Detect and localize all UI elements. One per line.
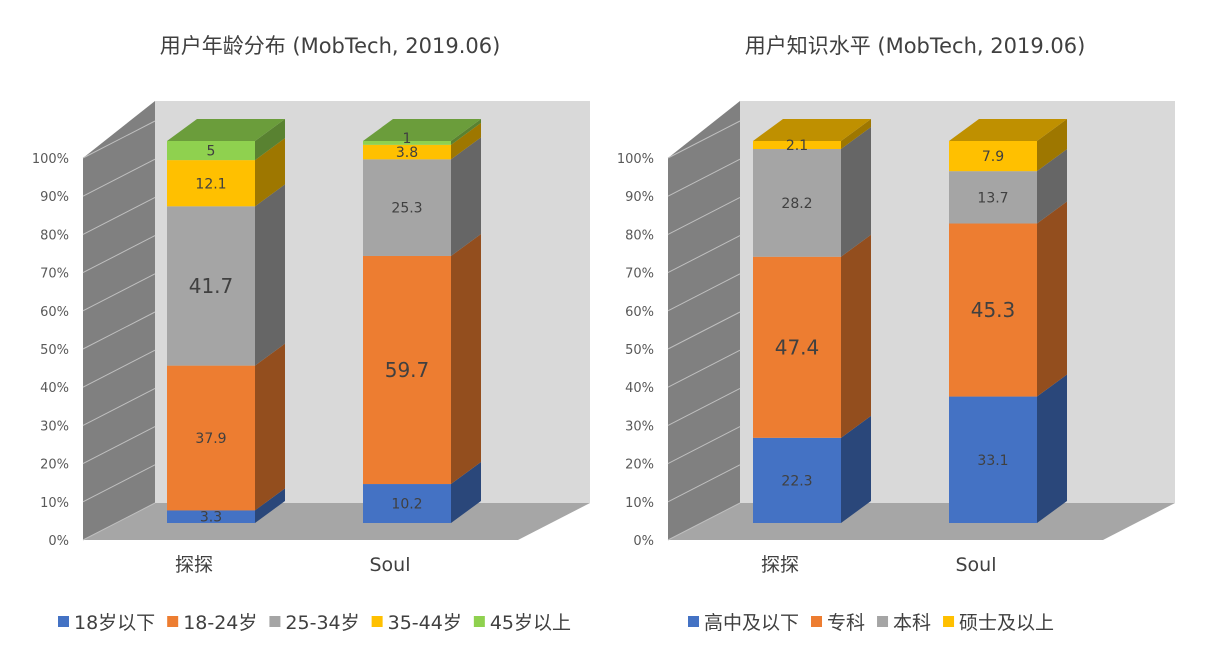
legend-swatch (877, 616, 888, 627)
y-tick-label: 100% (617, 152, 654, 167)
floor (83, 503, 590, 540)
side-wall (668, 101, 740, 540)
legend-item: 本科 (877, 612, 931, 634)
legend-swatch (269, 616, 280, 627)
data-label: 28.2 (781, 196, 812, 212)
bar-side (451, 234, 481, 484)
chart-2: 用户知识水平 (MobTech, 2019.06) 0% 10% 20% 30% 40% 5… (617, 34, 1175, 634)
data-label: 12.1 (195, 176, 226, 192)
legend-item: 18岁以下 (58, 612, 155, 634)
data-label: 3.8 (396, 145, 418, 161)
data-label: 59.7 (385, 358, 430, 382)
bar-side (1037, 375, 1067, 523)
legend-item: 专科 (811, 612, 865, 634)
y-tick-label: 30% (625, 419, 654, 434)
category-label: Soul (955, 554, 996, 576)
data-label: 7.9 (982, 149, 1004, 165)
legend-swatch (167, 616, 178, 627)
legend-item: 18-24岁 (167, 612, 257, 634)
bar-segment: 37.9 (167, 344, 285, 511)
legend-label: 硕士及以上 (959, 612, 1054, 634)
legend-item: 45岁以上 (474, 612, 571, 634)
data-label: 1 (403, 131, 412, 147)
legend-item: 硕士及以上 (943, 612, 1054, 634)
bar-side (1037, 202, 1067, 397)
legend-label: 35-44岁 (388, 612, 462, 634)
y-tick-label: 50% (625, 343, 654, 358)
legend-label: 18-24岁 (183, 612, 257, 634)
data-label: 3.3 (200, 510, 222, 526)
data-label: 25.3 (391, 201, 422, 217)
legend-swatch (811, 616, 822, 627)
legend-item: 25-34岁 (269, 612, 359, 634)
data-label: 47.4 (775, 335, 820, 359)
legend-label: 专科 (827, 612, 865, 634)
data-label: 33.1 (977, 453, 1008, 469)
y-tick-label: 90% (40, 190, 69, 205)
bar-side (255, 344, 285, 511)
y-tick-label: 20% (625, 458, 654, 473)
y-tick-label: 10% (625, 496, 654, 511)
bar-side (841, 127, 871, 257)
data-label: 22.3 (781, 473, 812, 489)
y-tick-label: 80% (625, 228, 654, 243)
y-tick-label: 70% (40, 267, 69, 282)
floor (668, 503, 1175, 540)
data-label: 37.9 (195, 431, 226, 447)
category-label: 探探 (761, 554, 799, 576)
bar-segment: 41.7 (167, 184, 285, 365)
legend-label: 45岁以上 (490, 612, 571, 634)
y-tick-label: 40% (625, 381, 654, 396)
y-tick-label: 60% (40, 305, 69, 320)
y-tick-label: 60% (625, 305, 654, 320)
category-label: Soul (369, 554, 410, 576)
bar-segment: 45.3 (949, 202, 1067, 397)
bar-side (255, 184, 285, 365)
legend-item: 35-44岁 (372, 612, 462, 634)
data-label: 2.1 (786, 138, 808, 154)
bar-segment: 47.4 (753, 235, 871, 438)
data-label: 41.7 (189, 274, 234, 298)
y-tick-label: 0% (633, 534, 654, 549)
legend-swatch (688, 616, 699, 627)
y-tick-label: 40% (40, 381, 69, 396)
chart-title: 用户知识水平 (MobTech, 2019.06) (745, 34, 1086, 58)
side-wall (83, 101, 155, 540)
chart-1: 用户年龄分布 (MobTech, 2019.06) 0% 10% 20% 30% 40% 5… (32, 34, 590, 634)
y-tick-label: 90% (625, 190, 654, 205)
y-tick-label: 50% (40, 343, 69, 358)
legend-item: 高中及以下 (688, 612, 799, 634)
y-tick-label: 70% (625, 267, 654, 282)
data-label: 13.7 (977, 190, 1008, 206)
legend-label: 18岁以下 (74, 612, 155, 634)
y-tick-label: 80% (40, 228, 69, 243)
data-label: 10.2 (391, 497, 422, 513)
bar-side (841, 235, 871, 438)
chart-title: 用户年龄分布 (MobTech, 2019.06) (160, 34, 501, 58)
legend-label: 高中及以下 (704, 612, 799, 634)
legend-label: 25-34岁 (285, 612, 359, 634)
legend-swatch (58, 616, 69, 627)
data-label: 45.3 (971, 298, 1016, 322)
category-label: 探探 (175, 554, 213, 576)
bar-segment: 59.7 (363, 234, 481, 484)
legend-swatch (474, 616, 485, 627)
bar-segment: 33.1 (949, 375, 1067, 523)
legend-swatch (372, 616, 383, 627)
legend-label: 本科 (893, 612, 931, 634)
legend-swatch (943, 616, 954, 627)
y-tick-label: 30% (40, 419, 69, 434)
y-tick-label: 10% (40, 496, 69, 511)
data-label: 5 (207, 144, 216, 160)
y-tick-label: 0% (48, 534, 69, 549)
y-tick-label: 100% (32, 152, 69, 167)
y-tick-label: 20% (40, 458, 69, 473)
